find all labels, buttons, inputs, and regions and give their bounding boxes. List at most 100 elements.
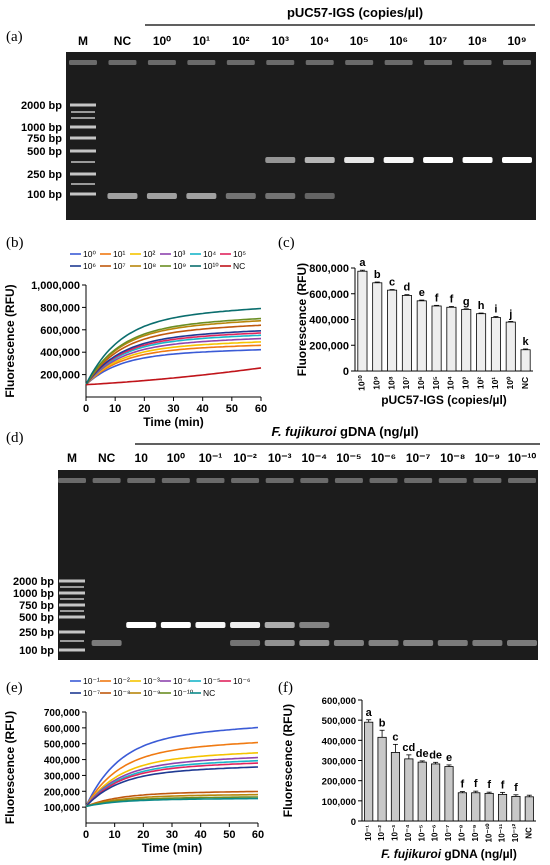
chart-c-category-label: 10⁴ <box>446 376 456 390</box>
chart-b-series-line <box>85 348 262 386</box>
gel-d-header: F. fujikuroi gDNA (ng/µl) <box>271 424 418 439</box>
chart-f-x-axis-label: F. fujikuroi gDNA (ng/µl) <box>381 847 517 861</box>
gel-d-lane-label: 10⁻⁹ <box>475 451 500 465</box>
gel-a-well <box>384 60 413 65</box>
chart-b-legend-label: 10¹ <box>113 249 125 259</box>
chart-e-series-line <box>85 762 259 807</box>
gel-a-lane-label: 10⁶ <box>389 34 408 48</box>
gel-a-lane-label: M <box>78 34 88 48</box>
chart-f-category-label: 10⁻¹¹ <box>498 823 507 842</box>
gel-d-well <box>127 478 156 483</box>
gel-a-ladder-band <box>70 136 96 140</box>
gel-d-marker-label: 500 bp <box>19 612 54 624</box>
gel-a-band-100 <box>304 193 335 199</box>
chart-c-category-label: 10¹ <box>490 377 500 389</box>
gel-d-marker-label: 750 bp <box>19 600 54 612</box>
chart-e-y-tick-label: 200,000 <box>44 787 81 798</box>
chart-c-bar <box>416 300 427 372</box>
chart-f-significance-letter: cd <box>402 742 415 754</box>
gel-d-well <box>58 478 86 483</box>
chart-f-significance-letter: de <box>416 748 429 760</box>
gel-d-band-100 <box>368 640 399 646</box>
chart-c-bar <box>446 306 457 372</box>
chart-b-series-line <box>85 344 262 386</box>
chart-e-series-line <box>85 726 259 807</box>
chart-b: 0 10 20 30 40 50 60 200,000 400,000 600,000 800,00… <box>3 249 267 429</box>
gel-d-band-100 <box>403 640 434 646</box>
chart-b-legend-label: 10⁶ <box>83 261 96 271</box>
gel-d-band-250 <box>264 622 295 628</box>
gel-d-lane-label: 10⁻³ <box>268 451 292 465</box>
chart-b-series-line <box>85 317 262 386</box>
chart-b-legend-label: NC <box>233 261 245 271</box>
chart-f-category-label: 10⁻⁸ <box>457 824 466 841</box>
gel-d-well <box>438 478 467 483</box>
chart-e-legend-label: 10⁻¹ <box>83 676 100 686</box>
chart-e-series-line <box>85 793 259 808</box>
chart-f-category-label: 10⁻⁴ <box>404 824 413 841</box>
gel-a-band-100 <box>265 193 296 199</box>
chart-b-legend-label: 10⁰ <box>83 249 96 259</box>
gel-d-well <box>196 478 225 483</box>
gel-d-well <box>231 478 260 483</box>
gel-a-lane-label: 10² <box>232 34 249 48</box>
chart-f-bar <box>404 758 414 822</box>
gel-d-marker-label: 1000 bp <box>13 588 54 600</box>
chart-e-y-axis-label: Fluorescence (RFU) <box>3 711 17 824</box>
chart-f-significance-letter: f <box>514 782 518 794</box>
chart-c-category-label: 10³ <box>461 377 471 389</box>
chart-e-x-tick-label: 0 <box>83 829 89 841</box>
chart-f-y-tick-label: 200,000 <box>322 777 356 788</box>
chart-f-bar <box>431 763 441 822</box>
gel-a-marker-label: 2000 bp <box>21 100 62 112</box>
chart-c-category-label: 10⁹ <box>372 376 382 390</box>
chart-b-legend-label: 10² <box>143 249 155 259</box>
gel-d-band-100 <box>299 640 330 646</box>
chart-e-x-tick-label: 40 <box>195 829 207 841</box>
chart-e-series-line <box>85 790 258 808</box>
chart-b-series-line <box>85 319 262 386</box>
chart-c-category-label: 10⁰ <box>505 376 515 389</box>
gel-d-band-250 <box>126 622 157 628</box>
gel-d: M NC 10 10⁰ 10⁻¹ 10⁻² 10⁻³ 10⁻⁴ 10⁻⁵ 10⁻⁶ 10⁻⁷ 10⁻⁸… <box>13 451 538 660</box>
panel-label-d: (d) <box>6 430 24 446</box>
gel-d-band-100 <box>230 640 261 646</box>
gel-d-ladder-band <box>60 586 84 588</box>
chart-f-significance-letter: a <box>366 707 373 719</box>
chart-e-y-tick-label: 600,000 <box>44 724 81 735</box>
chart-e-x-tick-label: 10 <box>109 829 121 841</box>
chart-f-category-label: 10⁻⁵ <box>417 824 426 841</box>
chart-e-legend-label: 10⁻⁸ <box>113 688 131 698</box>
chart-b-y-tick-label: 800,000 <box>40 302 80 314</box>
chart-b-y-tick-label: 600,000 <box>40 325 80 337</box>
gel-d-lane-label: 10⁻¹ <box>199 451 223 465</box>
gel-a-marker-label: 1000 bp <box>21 122 62 134</box>
chart-e-legend-label: 10⁻⁹ <box>143 688 161 698</box>
chart-e-y-tick-label: 400,000 <box>44 756 81 767</box>
chart-e-series-line <box>85 741 259 807</box>
chart-f-category-label: 10⁻² <box>377 825 386 841</box>
chart-c-bar <box>372 282 383 372</box>
gel-d-band-100 <box>91 640 122 646</box>
chart-c-bar <box>431 305 442 372</box>
chart-f-y-tick-label: 600,000 <box>322 696 356 707</box>
gel-a-ladder-band <box>70 149 96 153</box>
gel-d-gel-image <box>58 470 538 660</box>
gel-a-ladder-band <box>71 161 95 163</box>
gel-d-well <box>300 478 329 483</box>
gel-d-well <box>473 478 502 483</box>
chart-b-series-line <box>85 341 262 386</box>
gel-a-well <box>108 60 137 65</box>
chart-f-significance-letter: c <box>392 731 398 743</box>
gel-a-band-250 <box>304 157 335 163</box>
gel-d-lane-label: 10 <box>135 451 149 465</box>
chart-f-category-label: 10⁻⁹ <box>471 824 480 841</box>
chart-c-category-label: 10⁷ <box>401 376 411 389</box>
gel-d-lane-label: NC <box>98 451 116 465</box>
chart-b-legend-label: 10¹⁰ <box>203 261 219 271</box>
chart-c-y-tick-label: 0 <box>343 366 349 378</box>
chart-e-y-tick-label: 100,000 <box>44 803 81 814</box>
chart-b-x-tick-label: 40 <box>197 403 209 415</box>
chart-c-y-tick-label: 200,000 <box>309 340 349 352</box>
chart-e-legend-label: 10⁻⁷ <box>83 688 100 698</box>
